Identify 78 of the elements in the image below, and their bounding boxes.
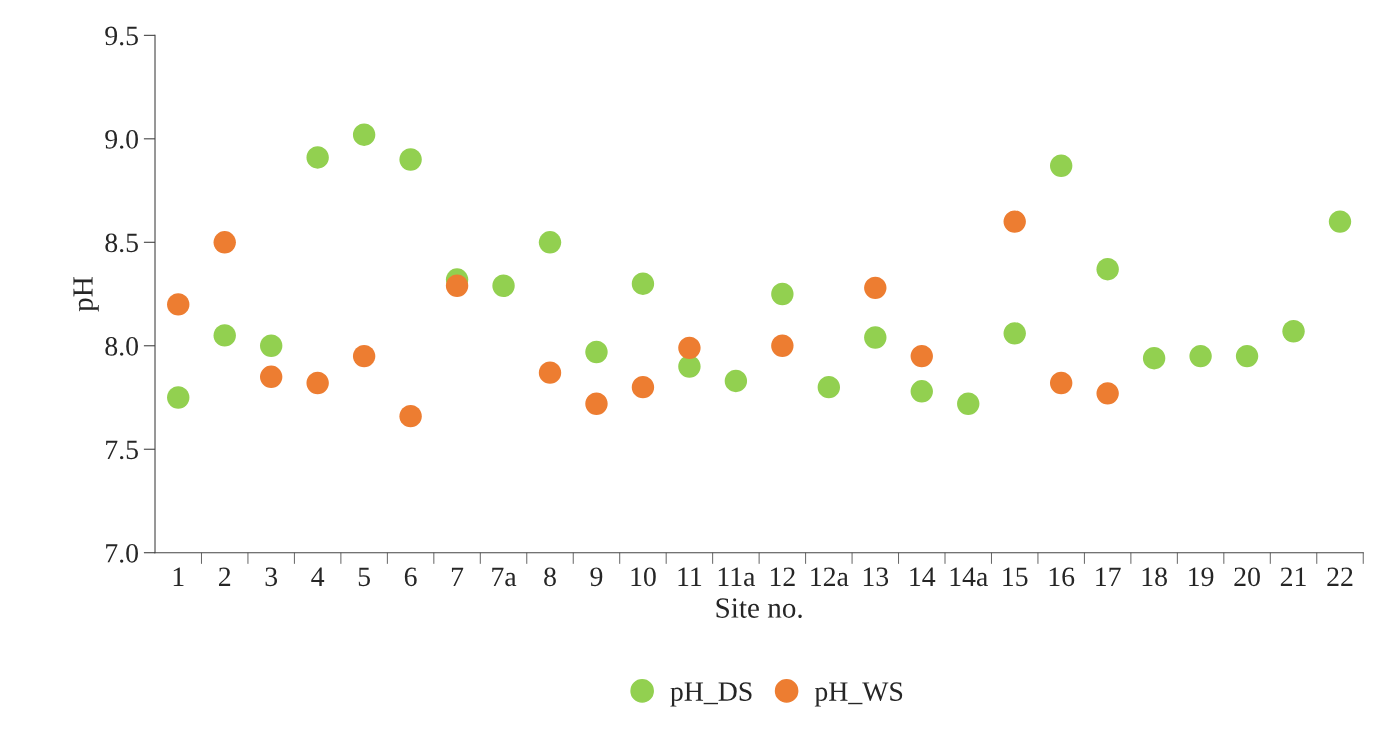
x-tick-label: 15	[1003, 567, 1028, 587]
point	[259, 334, 283, 357]
point	[631, 375, 655, 399]
x-tick-label: 6	[404, 567, 417, 587]
point	[1096, 382, 1119, 405]
point	[864, 276, 887, 300]
x-tick-label: 11a	[718, 567, 756, 587]
point	[678, 336, 701, 360]
point	[585, 392, 608, 415]
point	[352, 123, 376, 146]
y-tick-label: 9.5	[105, 26, 138, 46]
point	[306, 371, 329, 395]
point	[399, 148, 422, 171]
x-tick-label: 14a	[950, 567, 988, 587]
x-tick-label: 3	[265, 567, 278, 587]
x-tick-label: 20	[1234, 567, 1260, 587]
point	[1049, 371, 1073, 395]
x-tick-label: 22	[1327, 567, 1353, 586]
point	[213, 324, 236, 347]
point	[724, 369, 748, 393]
point	[1328, 210, 1352, 233]
y-tick-label: 8.0	[105, 336, 138, 356]
x-tick-label: 19	[1189, 567, 1214, 587]
point	[1282, 320, 1305, 343]
y-tick-label: 7.5	[106, 440, 138, 460]
point	[910, 380, 933, 403]
x-axis-title: Site no.	[716, 598, 802, 619]
x-tick-label: 18	[1142, 567, 1167, 587]
point	[259, 365, 283, 389]
point	[1235, 344, 1259, 368]
x-tick-label: 4	[311, 567, 325, 586]
point	[1142, 346, 1166, 370]
x-tick-label: 10	[631, 567, 656, 587]
point	[352, 344, 376, 368]
x-tick-label: 1	[173, 567, 184, 586]
point	[445, 274, 469, 297]
legend-label: pH_DS	[670, 682, 752, 707]
point	[910, 344, 933, 368]
y-axis-title: pH	[73, 277, 99, 312]
point	[771, 282, 794, 306]
x-tick-label: 14	[910, 567, 936, 586]
point	[864, 326, 887, 349]
point	[957, 392, 980, 415]
point	[213, 231, 236, 254]
point	[1003, 210, 1026, 233]
y-tick-label: 7.0	[106, 543, 138, 563]
x-tick-label: 7	[451, 567, 464, 586]
x-tick-label: 17	[1096, 567, 1121, 586]
point	[1189, 344, 1212, 368]
x-tick-label: 21	[1280, 567, 1306, 586]
point	[399, 404, 422, 428]
point	[492, 274, 515, 297]
x-tick-label: 12a	[811, 567, 849, 587]
point	[817, 375, 841, 399]
point	[167, 293, 190, 316]
x-tick-label: 11	[678, 567, 702, 586]
x-tick-label: 5	[358, 567, 370, 587]
y-tick-label: 9.0	[105, 129, 138, 149]
point	[538, 361, 562, 384]
legend-label: pH_WS	[814, 682, 903, 707]
point	[631, 272, 655, 295]
x-tick-label: 7a	[492, 567, 517, 587]
point	[538, 231, 562, 254]
point	[1003, 322, 1026, 345]
x-tick-label: 13	[863, 567, 889, 587]
y-tick-label: 8.5	[105, 233, 138, 253]
x-tick-label: 12	[770, 567, 795, 586]
point	[678, 355, 701, 378]
point	[167, 386, 190, 409]
x-tick-label: 2	[218, 567, 231, 586]
point	[306, 146, 329, 169]
x-tick-label: 9	[590, 567, 603, 587]
point	[771, 334, 794, 357]
point	[1096, 258, 1119, 281]
point	[585, 340, 608, 364]
x-tick-label: 16	[1049, 567, 1075, 587]
x-tick-label: 8	[544, 567, 556, 587]
point	[1049, 154, 1073, 177]
